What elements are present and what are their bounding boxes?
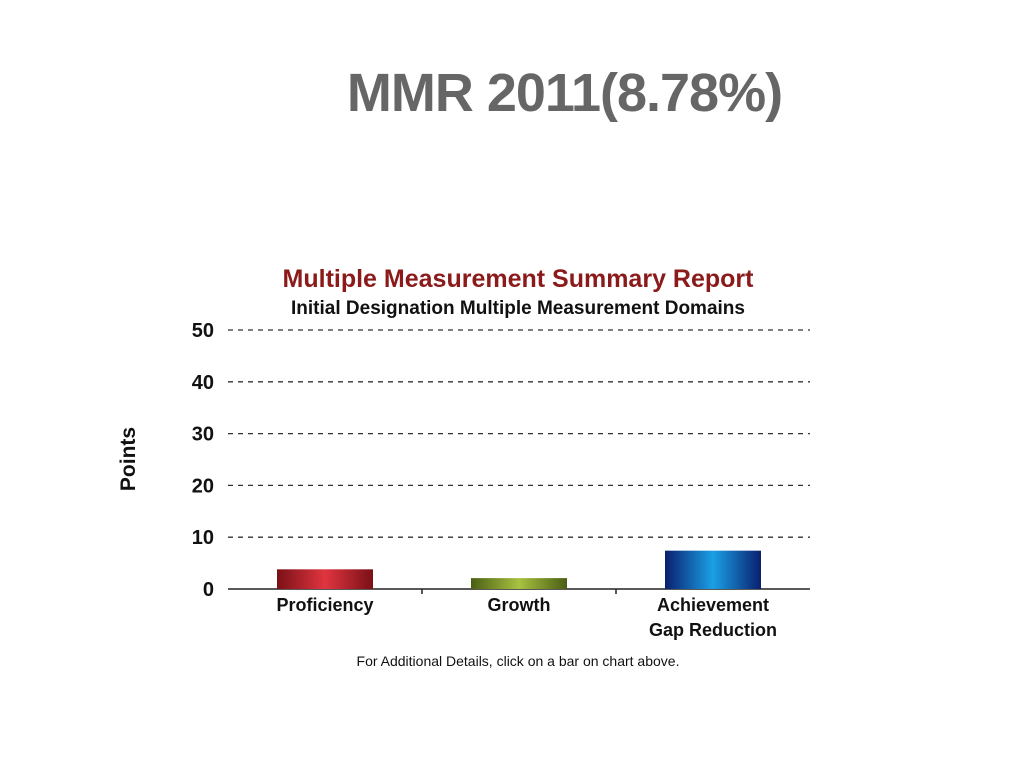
- bars: [277, 550, 761, 589]
- y-tick-label: 10: [192, 527, 214, 549]
- x-category-label: Achievement: [657, 595, 769, 615]
- bar-achievement-gap-reduction[interactable]: [665, 550, 761, 589]
- y-tick-label: 40: [192, 372, 214, 394]
- grid-lines: [228, 329, 810, 538]
- y-tick-label: 50: [192, 320, 214, 342]
- chart-subtitle: Initial Designation Multiple Measurement…: [291, 298, 745, 319]
- x-category-label: Growth: [488, 595, 551, 615]
- x-axis: [228, 588, 810, 594]
- chart-title: Multiple Measurement Summary Report: [283, 265, 755, 293]
- y-tick-label: 0: [203, 579, 214, 601]
- y-tick-label: 30: [192, 424, 214, 446]
- y-tick-labels: 0 10 20 30 40 50: [192, 320, 214, 601]
- category-labels: Proficiency Growth Achievement Gap Reductio…: [276, 595, 777, 640]
- y-axis-label: Points: [117, 427, 140, 491]
- chart-footnote: For Additional Details, click on a bar o…: [357, 653, 680, 669]
- y-tick-label: 20: [192, 475, 214, 497]
- x-category-label: Proficiency: [276, 595, 373, 615]
- bar-proficiency[interactable]: [277, 569, 373, 589]
- slide-title: MMR 2011(8.78%): [346, 63, 783, 123]
- x-category-label: Gap Reduction: [649, 620, 777, 640]
- bar-growth[interactable]: [471, 578, 567, 589]
